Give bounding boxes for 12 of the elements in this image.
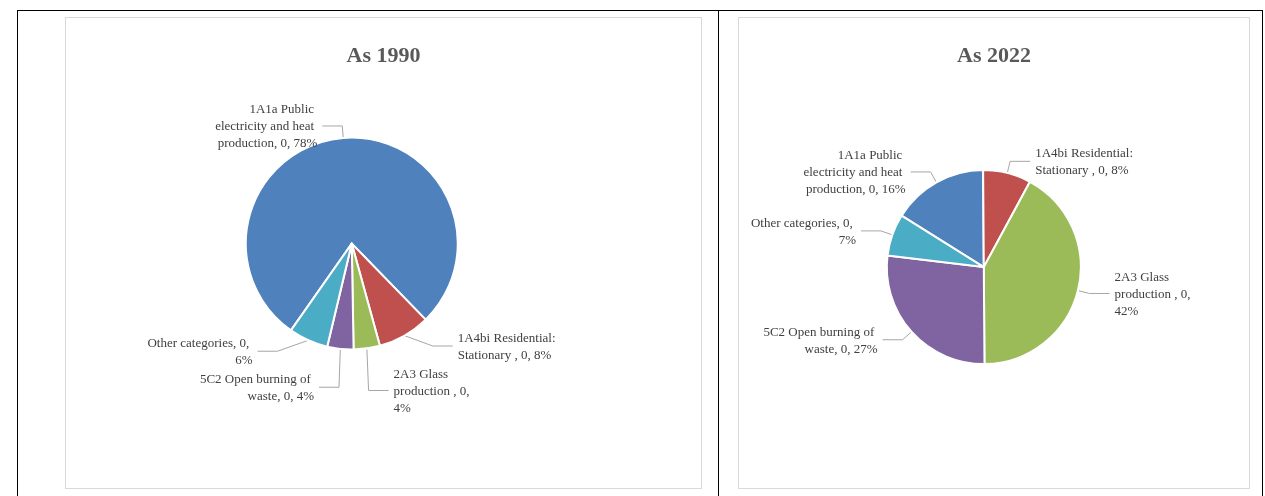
slice-label: 1A4bi Residential: Stationary , 0, 8% (457, 330, 559, 362)
slice-label: 1A4bi Residential: Stationary , 0, 8% (1035, 145, 1137, 178)
slice-label: Other categories, 0, 7% (750, 214, 857, 247)
slice-label: 5C2 Open burning of waste, 0, 4% (199, 371, 315, 404)
slice-label: 2A3 Glass production , 0, 42% (1114, 268, 1194, 318)
slice-label: 2A3 Glass production , 0, 4% (393, 366, 473, 415)
slice-label: 1A1a Public electricity and heat production, 0, 78% (215, 101, 318, 151)
chart-title: As 1990 (346, 41, 421, 67)
chart-title: As 2022 (957, 41, 1031, 67)
slice-label: 5C2 Open burning of waste, 0, 27% (763, 323, 878, 356)
slice-label: Other categories, 0, 6% (147, 335, 253, 368)
slice-label: 1A1a Public electricity and heat production, 0, 16% (803, 147, 906, 197)
